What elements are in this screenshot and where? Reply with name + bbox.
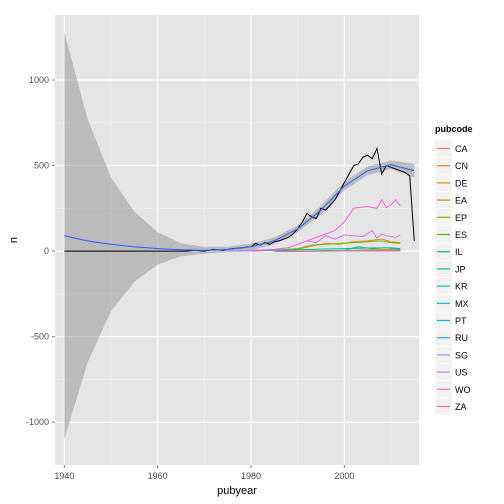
legend-label-us: US xyxy=(455,368,468,378)
legend-label-mx: MX xyxy=(455,299,469,309)
y-tick-label: -1000 xyxy=(26,417,49,427)
x-axis-title: pubyear xyxy=(217,485,257,497)
y-tick-label: 500 xyxy=(34,161,49,171)
y-tick-label: 0 xyxy=(44,246,49,256)
x-tick-label: 2000 xyxy=(334,471,354,481)
legend-label-za: ZA xyxy=(455,402,467,412)
y-axis-title: n xyxy=(8,237,20,243)
legend-label-il: IL xyxy=(455,247,463,257)
legend-label-ep: EP xyxy=(455,213,467,223)
legend-label-jp: JP xyxy=(455,264,466,274)
legend-title: pubcode xyxy=(435,124,473,134)
legend-label-ru: RU xyxy=(455,333,468,343)
legend-label-ca: CA xyxy=(455,144,468,154)
y-tick-label: -500 xyxy=(31,332,49,342)
legend-label-es: ES xyxy=(455,230,467,240)
legend-label-ea: EA xyxy=(455,196,467,206)
legend-label-wo: WO xyxy=(455,385,471,395)
x-tick-label: 1940 xyxy=(54,471,74,481)
legend-label-cn: CN xyxy=(455,161,468,171)
legend-label-sg: SG xyxy=(455,350,468,360)
legend-label-pt: PT xyxy=(455,316,467,326)
legend-label-kr: KR xyxy=(455,282,468,292)
x-tick-label: 1960 xyxy=(148,471,168,481)
x-tick-label: 1980 xyxy=(241,471,261,481)
y-tick-label: 1000 xyxy=(29,75,49,85)
legend-label-de: DE xyxy=(455,178,468,188)
